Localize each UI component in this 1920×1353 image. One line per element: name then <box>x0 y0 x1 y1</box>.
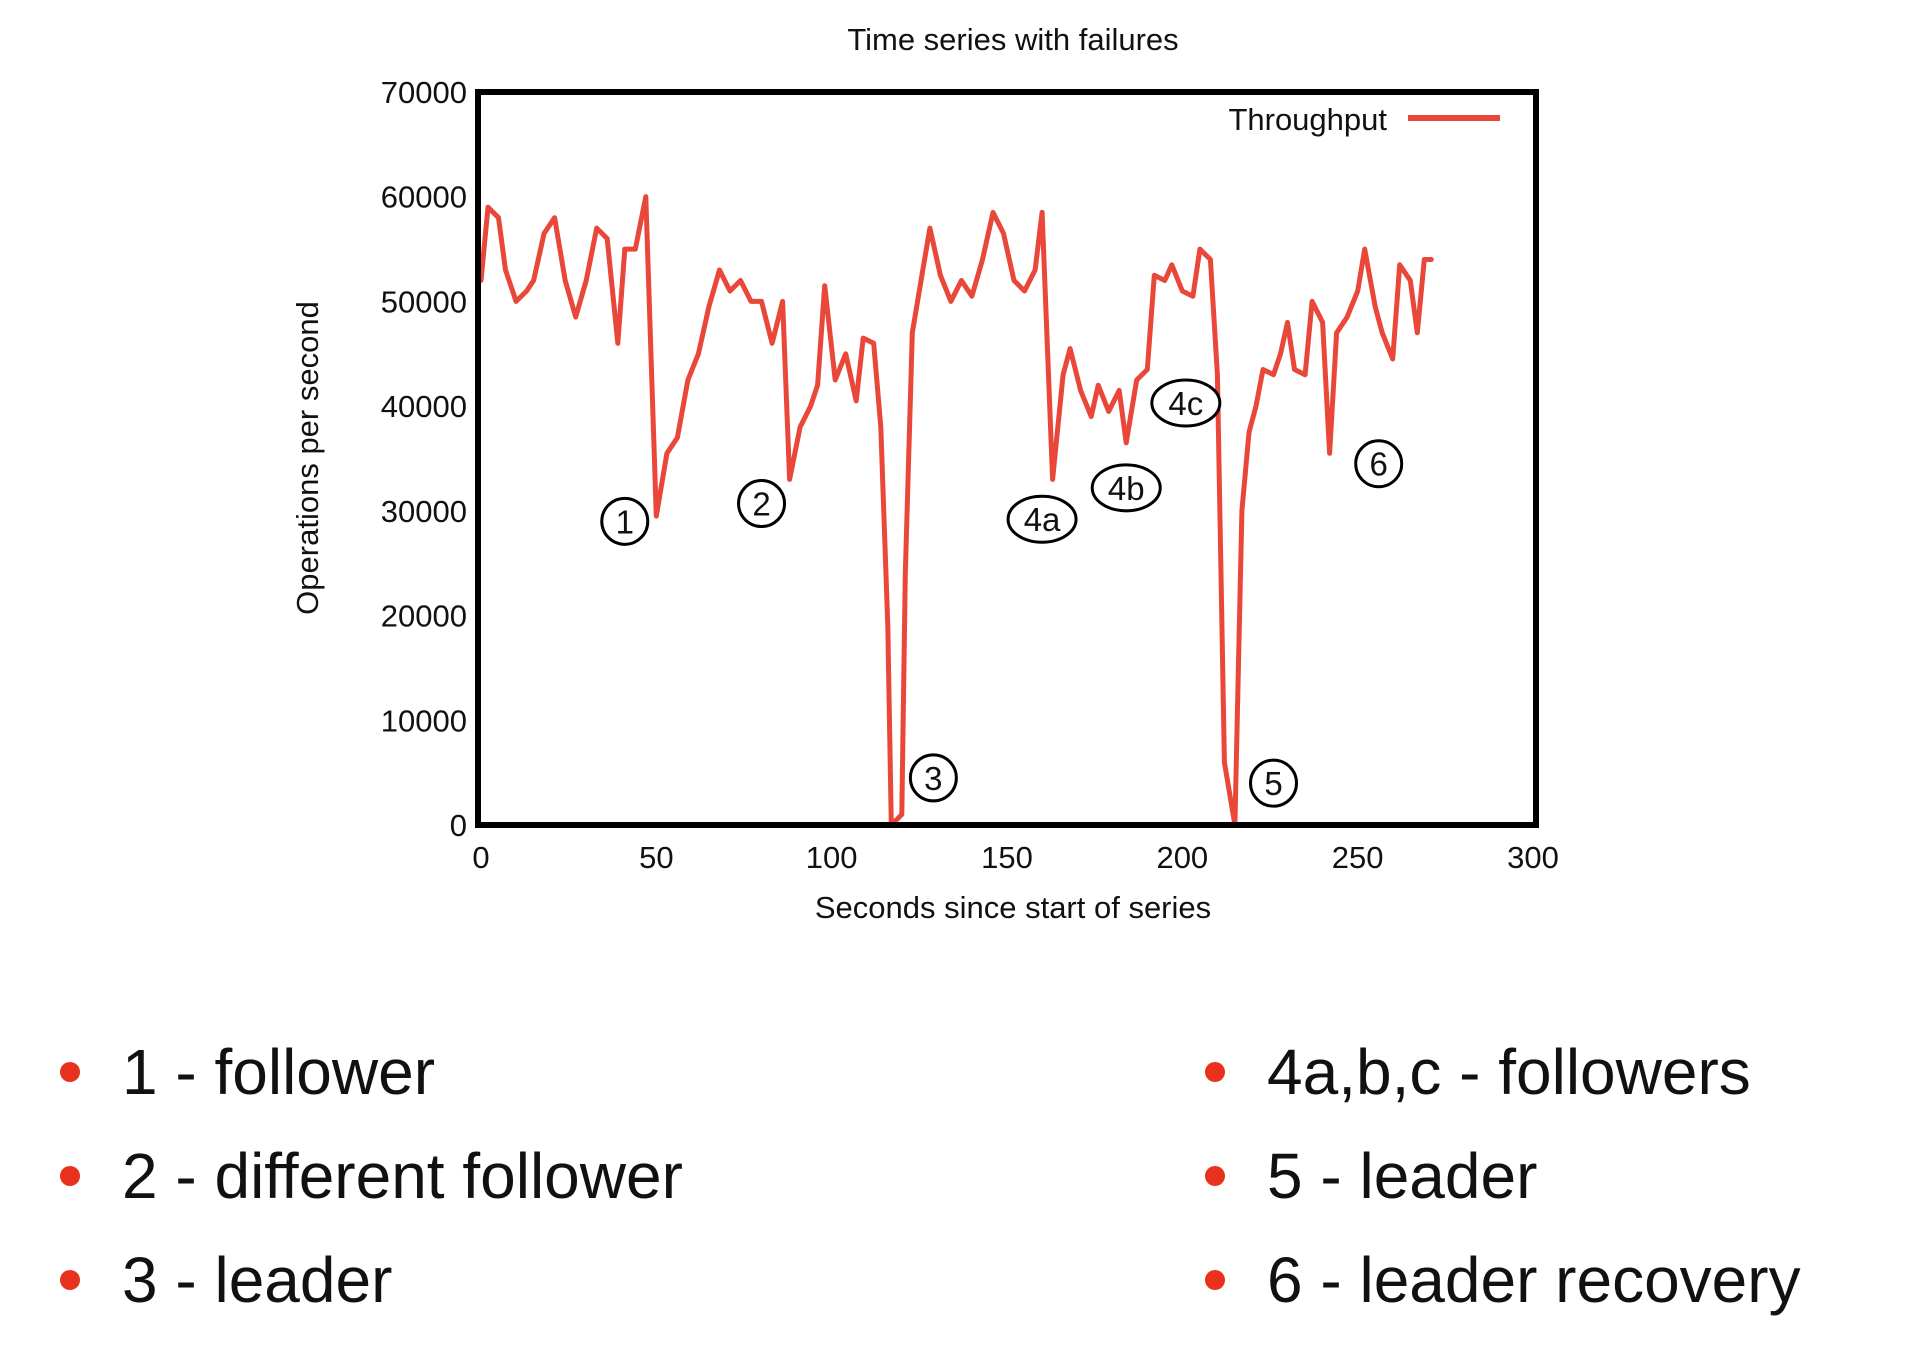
bullet-item: 5 - leader <box>1205 1124 1801 1228</box>
annotation-label: 5 <box>1264 765 1282 802</box>
x-tick-label: 300 <box>1507 840 1559 875</box>
bullet-text: 4a,b,c - followers <box>1267 1036 1751 1108</box>
bullet-list-right: 4a,b,c - followers 5 - leader 6 - leader… <box>1205 1020 1801 1332</box>
bullet-dot <box>1205 1166 1225 1186</box>
x-tick-label: 50 <box>639 840 673 875</box>
annotation-marker: 3 <box>908 753 958 803</box>
y-tick-label: 30000 <box>381 494 467 529</box>
bullet-text: 2 - different follower <box>122 1140 683 1212</box>
annotation-circle <box>908 753 958 803</box>
bullet-item: 2 - different follower <box>60 1124 683 1228</box>
annotation-label: 4b <box>1108 470 1145 507</box>
y-tick-label: 0 <box>450 808 467 843</box>
x-tick-label: 150 <box>981 840 1033 875</box>
annotation-circle <box>1090 463 1162 513</box>
annotation-label: 3 <box>924 760 942 797</box>
chart-legend: Throughput <box>1228 102 1500 137</box>
annotation-label: 1 <box>616 503 634 540</box>
bullet-dot <box>60 1270 80 1290</box>
annotation-label: 4c <box>1168 385 1203 422</box>
y-tick-label: 20000 <box>381 599 467 634</box>
annotation-circle <box>1150 378 1222 428</box>
bullet-list-left: 1 - follower 2 - different follower 3 - … <box>60 1020 683 1332</box>
bullet-text: 6 - leader recovery <box>1267 1244 1801 1316</box>
bullet-dot <box>1205 1062 1225 1082</box>
chart-title: Time series with failures <box>847 22 1178 57</box>
annotation-label: 2 <box>752 486 770 523</box>
legend-entry-throughput: Throughput <box>1228 102 1387 137</box>
bullet-item: 4a,b,c - followers <box>1205 1020 1801 1124</box>
annotation-marker: 4a <box>1006 494 1078 544</box>
plot-frame <box>475 89 1539 828</box>
x-tick-label: 200 <box>1156 840 1208 875</box>
bullet-text: 3 - leader <box>122 1244 393 1316</box>
y-tick-label: 50000 <box>381 284 467 319</box>
annotation-marker: 4b <box>1090 463 1162 513</box>
x-tick-label: 0 <box>472 840 489 875</box>
bullet-dot <box>60 1166 80 1186</box>
y-axis-label: Operations per second <box>290 301 325 615</box>
throughput-chart: Time series with failures Operations per… <box>290 22 1559 925</box>
series-line-throughput <box>478 194 1434 828</box>
bullet-dot <box>1205 1270 1225 1290</box>
y-tick-label: 60000 <box>381 180 467 215</box>
x-tick-label: 100 <box>806 840 858 875</box>
x-axis-label: Seconds since start of series <box>815 890 1211 925</box>
annotation-circle <box>1354 439 1404 489</box>
annotation-marker: 4c <box>1150 378 1222 428</box>
annotation-circle <box>1006 494 1078 544</box>
annotation-label: 4a <box>1024 501 1061 538</box>
annotation-marker: 6 <box>1354 439 1404 489</box>
bullet-text: 1 - follower <box>122 1036 435 1108</box>
annotation-circle <box>1249 758 1299 808</box>
annotation-marker: 1 <box>600 496 650 546</box>
annotation-label: 6 <box>1370 446 1388 483</box>
bullet-item: 1 - follower <box>60 1020 683 1124</box>
y-tick-label: 10000 <box>381 703 467 738</box>
bullet-item: 6 - leader recovery <box>1205 1228 1801 1332</box>
x-tick-label: 250 <box>1332 840 1384 875</box>
annotation-marker: 2 <box>737 479 787 529</box>
bullet-dot <box>60 1062 80 1082</box>
annotation-circle <box>737 479 787 529</box>
y-tick-label: 70000 <box>381 75 467 110</box>
bullet-item: 3 - leader <box>60 1228 683 1332</box>
bullet-text: 5 - leader <box>1267 1140 1538 1212</box>
annotation-marker: 5 <box>1249 758 1299 808</box>
y-tick-label: 40000 <box>381 389 467 424</box>
annotation-circle <box>600 496 650 546</box>
